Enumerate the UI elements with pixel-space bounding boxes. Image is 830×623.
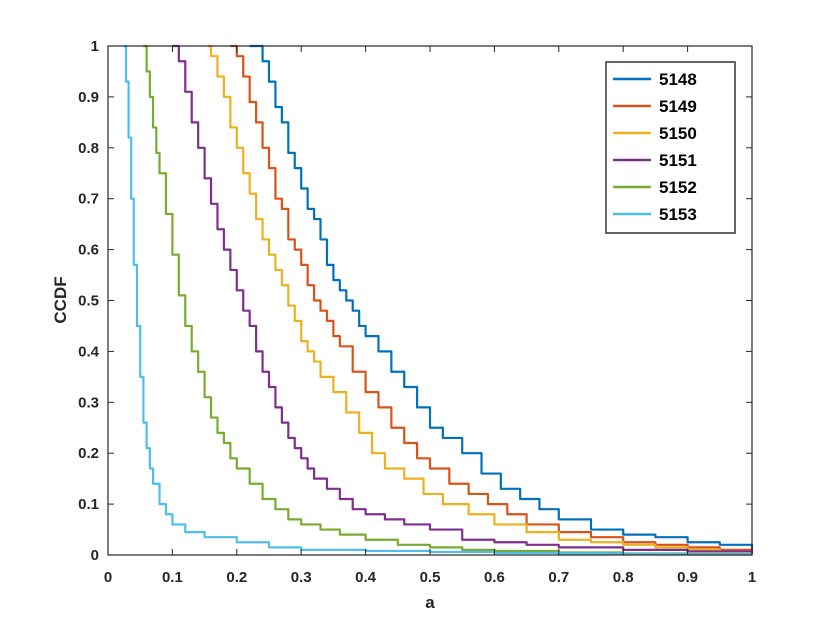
legend-box bbox=[605, 61, 736, 234]
x-tick-label: 0.2 bbox=[226, 569, 247, 586]
x-tick-label: 0.7 bbox=[548, 569, 569, 586]
legend-label-5151: 5151 bbox=[659, 151, 697, 170]
legend-label-5153: 5153 bbox=[659, 205, 697, 224]
y-tick-label: 0.2 bbox=[78, 445, 99, 462]
legend-label-5150: 5150 bbox=[659, 124, 697, 143]
y-tick-label: 0 bbox=[91, 547, 99, 564]
x-tick-label: 1 bbox=[748, 569, 756, 586]
series-line-5152 bbox=[143, 44, 754, 556]
x-axis: 0 0.1 0.2 0.3 0.4 0.5 0.6 0.7 0.8 0.9 1 bbox=[104, 46, 756, 586]
x-tick-label: 0 bbox=[104, 569, 112, 586]
y-tick-label: 0.7 bbox=[78, 191, 99, 208]
x-tick-label: 0.9 bbox=[677, 569, 698, 586]
x-tick-label: 0.1 bbox=[162, 569, 183, 586]
x-tick-label: 0.4 bbox=[355, 569, 377, 586]
y-tick-label: 0.6 bbox=[78, 242, 99, 259]
y-axis-title: CCDF bbox=[51, 276, 70, 323]
legend-label-5152: 5152 bbox=[659, 178, 697, 197]
y-tick-label: 0.1 bbox=[78, 496, 99, 513]
series-line-5148 bbox=[249, 44, 754, 550]
legend-label-5148: 5148 bbox=[659, 70, 697, 89]
x-axis-title: a bbox=[425, 593, 435, 612]
legend: 5148 5149 5150 5151 5152 5153 bbox=[605, 61, 736, 234]
y-tick-label: 0.9 bbox=[78, 89, 99, 106]
x-tick-label: 0.5 bbox=[420, 569, 441, 586]
y-tick-label: 0.4 bbox=[78, 343, 100, 360]
series-line-5151 bbox=[172, 44, 754, 554]
legend-label-5149: 5149 bbox=[659, 97, 697, 116]
series-line-5150 bbox=[207, 44, 754, 554]
y-tick-label: 0.8 bbox=[78, 140, 99, 157]
y-axis: 0 0.1 0.2 0.3 0.4 0.5 0.6 0.7 0.8 0.9 1 bbox=[78, 38, 752, 564]
y-tick-label: 1 bbox=[91, 38, 99, 55]
x-tick-label: 0.8 bbox=[613, 569, 634, 586]
x-tick-label: 0.6 bbox=[484, 569, 505, 586]
x-tick-label: 0.3 bbox=[291, 569, 312, 586]
y-tick-label: 0.5 bbox=[78, 293, 99, 310]
y-tick-label: 0.3 bbox=[78, 394, 99, 411]
